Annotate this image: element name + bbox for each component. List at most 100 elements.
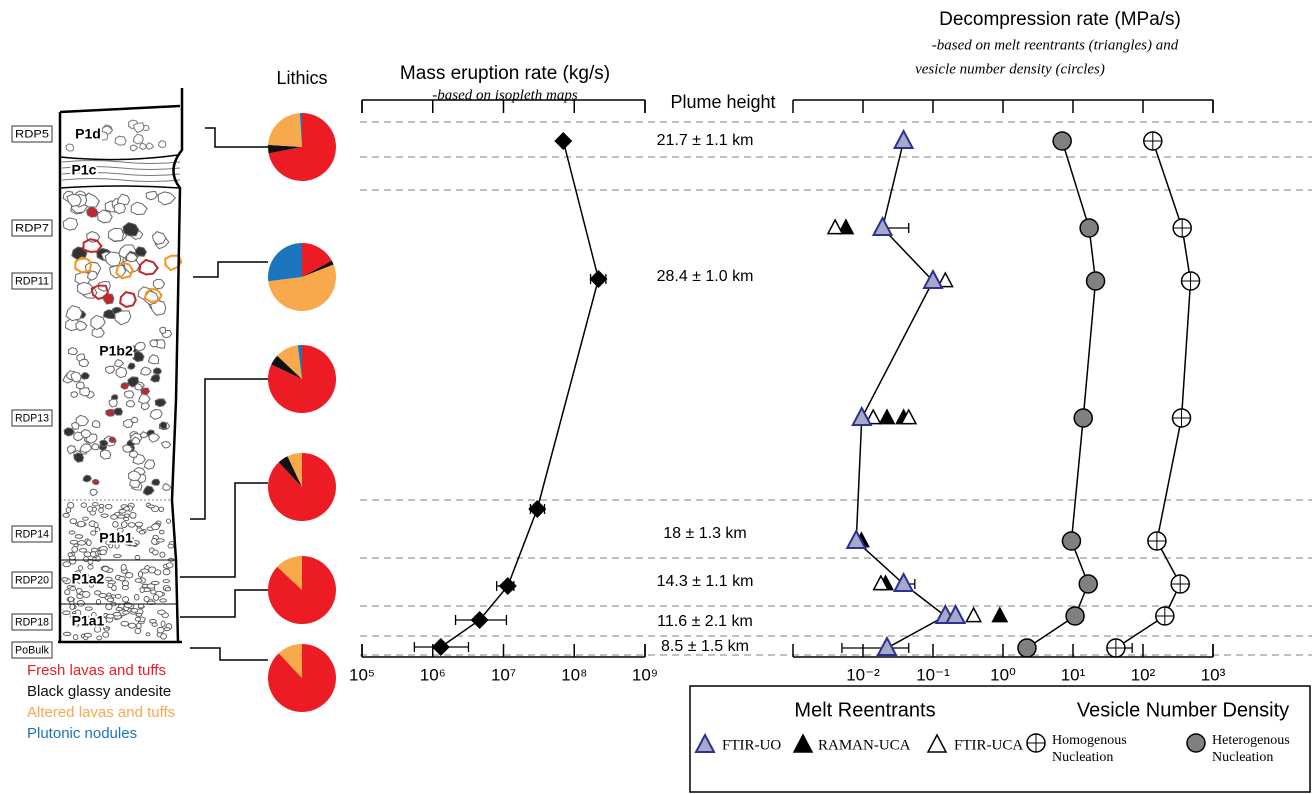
clast	[164, 628, 170, 631]
clast	[126, 573, 133, 578]
sample-label: RDP14	[15, 528, 49, 540]
legend-label-box: Heterogenous Nucleation	[1212, 732, 1307, 776]
clast	[68, 597, 73, 602]
clast	[78, 541, 86, 545]
clast	[114, 408, 122, 415]
plume-height: 11.6 ± 2.1 km	[657, 613, 753, 630]
clast	[79, 549, 86, 553]
circle-marker	[1066, 607, 1084, 625]
chart-subtitle: -based on melt reentrants (triangles) an…	[932, 37, 1179, 53]
clast	[135, 522, 142, 526]
clast	[165, 588, 170, 591]
clast	[107, 598, 114, 602]
sample-label: RDP7	[15, 222, 49, 234]
clast	[152, 524, 160, 530]
clast	[121, 565, 126, 571]
clast	[63, 611, 71, 615]
clast	[122, 585, 128, 589]
clast	[150, 410, 162, 420]
clast	[84, 633, 91, 637]
sample-label: RDP5	[15, 128, 49, 140]
clast	[87, 540, 92, 546]
clast	[100, 440, 108, 447]
clast	[83, 517, 89, 520]
clast	[109, 399, 117, 407]
clast	[160, 530, 165, 534]
unit-label: P1b2	[99, 343, 133, 359]
clast	[154, 368, 162, 374]
sample-label: RDP20	[15, 574, 49, 586]
clast	[82, 591, 90, 597]
circle-marker	[1018, 639, 1036, 657]
clast	[85, 607, 92, 610]
clast	[140, 588, 144, 593]
clast	[99, 504, 104, 507]
clast	[108, 583, 113, 587]
clast	[81, 503, 86, 508]
clast	[148, 505, 154, 508]
clast	[113, 521, 118, 527]
chart-title: Mass eruption rate (kg/s)	[400, 63, 610, 84]
clast	[129, 623, 136, 628]
clast	[114, 203, 125, 214]
clast	[62, 578, 68, 581]
clast	[70, 519, 77, 524]
clast	[71, 392, 78, 398]
clast	[91, 531, 96, 535]
clast	[157, 610, 165, 614]
sample-label: RDP18	[15, 616, 49, 628]
clast	[123, 611, 129, 614]
clast	[153, 595, 158, 601]
legend-label: Black glassy andesite	[27, 683, 171, 700]
clast	[93, 479, 100, 484]
clast	[104, 628, 108, 631]
clast	[151, 590, 156, 594]
x-tick-label: 10⁻²	[846, 665, 880, 684]
pie-title: Lithics	[276, 68, 327, 88]
unit-label: P1c	[72, 162, 97, 178]
x-tick-label: 10⁵	[349, 665, 375, 684]
clast	[166, 519, 170, 523]
x-tick-label: 10⁻¹	[916, 665, 950, 684]
clast	[159, 507, 164, 512]
clast	[118, 515, 125, 518]
clast	[94, 522, 98, 527]
clast	[131, 608, 138, 612]
clast	[160, 552, 165, 557]
clast	[152, 479, 160, 485]
clast	[92, 507, 96, 511]
clast	[106, 366, 115, 373]
clast	[105, 504, 112, 509]
clast	[163, 580, 169, 583]
legend-label: Altered lavas and tuffs	[27, 704, 175, 721]
clast	[99, 508, 104, 513]
x-tick-label: 10³	[1201, 665, 1226, 684]
figure: Lithics Mass eruption rate (kg/s) -based…	[0, 0, 1312, 794]
clast	[88, 565, 93, 569]
clast	[78, 566, 82, 571]
clast	[157, 627, 164, 633]
clast	[135, 579, 142, 583]
clast	[135, 628, 141, 633]
clast	[123, 597, 129, 603]
clast	[109, 437, 116, 443]
legend-label: FTIR-UO	[722, 737, 781, 753]
legend-label-box: Homogenous Nucleation	[1052, 732, 1147, 776]
clast	[121, 621, 129, 626]
legend-group-title: Vesicle Number Density	[1077, 699, 1289, 721]
clast	[79, 359, 88, 367]
clast	[63, 513, 69, 517]
clast	[168, 544, 174, 548]
clast	[156, 539, 164, 542]
clast	[135, 555, 140, 559]
unit-label: P1a2	[72, 571, 105, 587]
clast	[69, 531, 75, 534]
plume-height-title: Plume height	[670, 92, 775, 112]
circle-marker	[1087, 272, 1105, 290]
sample-label: RDP11	[15, 275, 49, 287]
circle-marker	[1074, 409, 1092, 427]
clast	[159, 141, 166, 148]
circle-marker	[1062, 532, 1080, 550]
clast	[106, 604, 112, 610]
clast	[128, 523, 135, 528]
